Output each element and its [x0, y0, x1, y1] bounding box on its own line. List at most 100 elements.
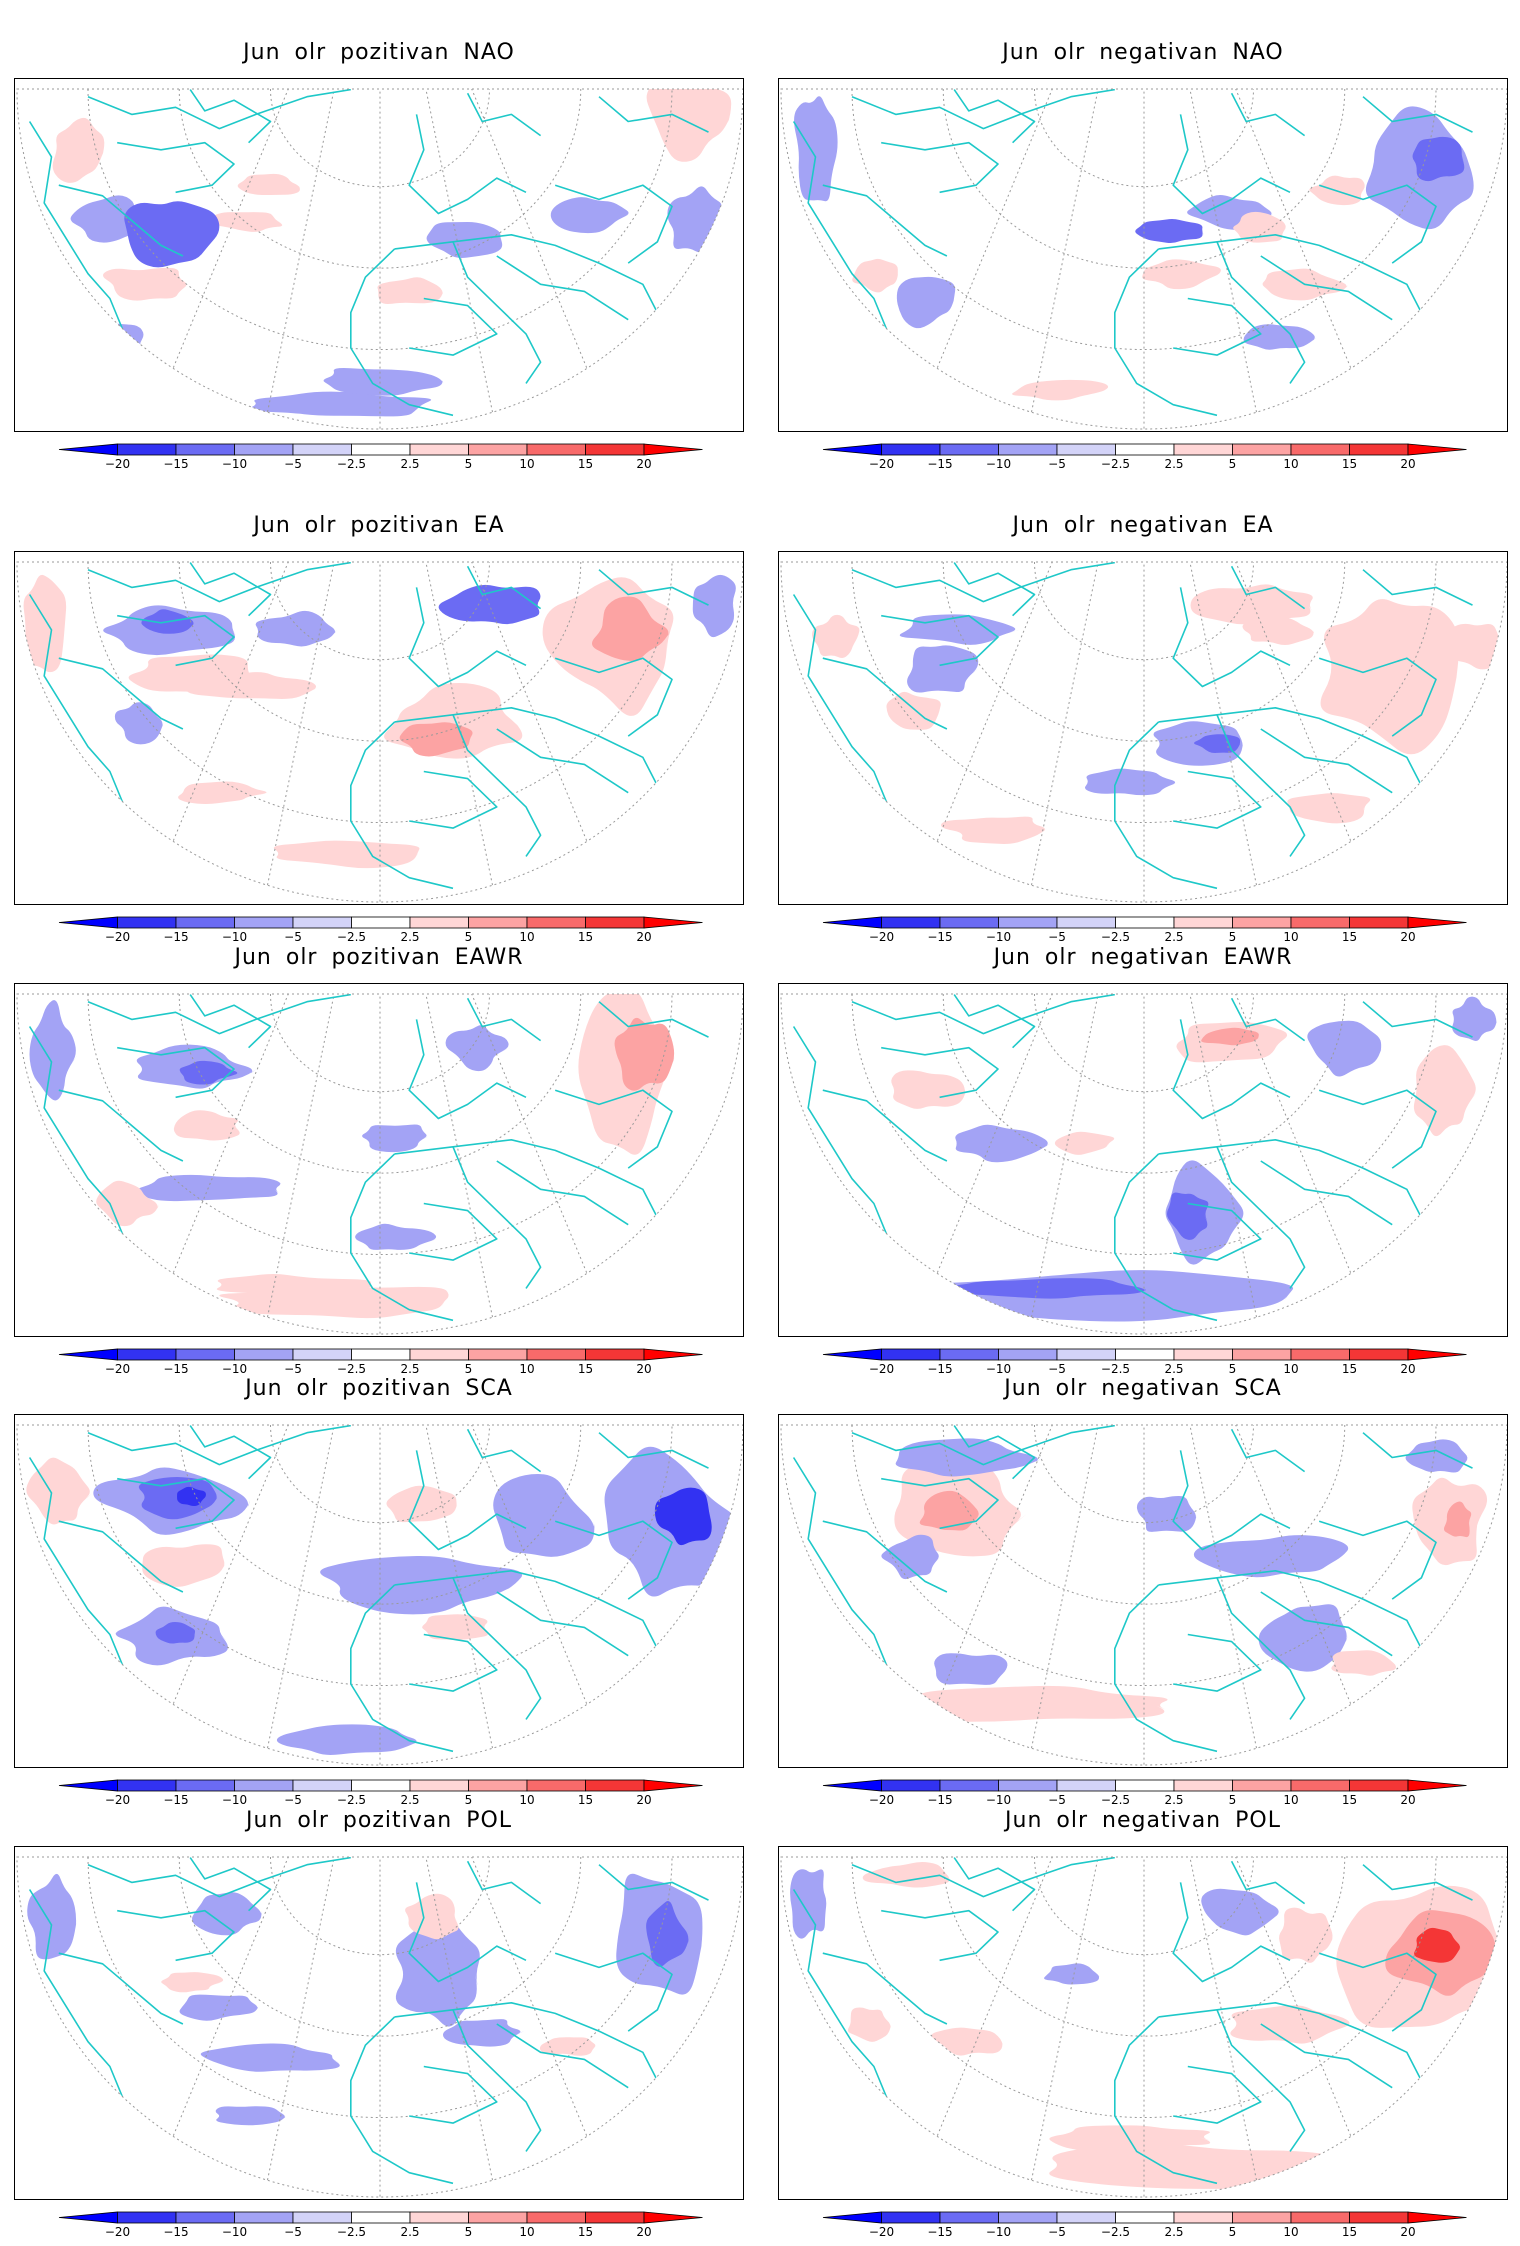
coastline	[117, 1046, 235, 1099]
colorbar-label: 15	[578, 457, 593, 471]
colorbar-swatch	[351, 916, 411, 929]
graticule-line	[379, 562, 615, 902]
colorbar-label: −20	[105, 2225, 130, 2239]
negative-anomaly	[215, 2106, 286, 2126]
colorbar-swatch	[292, 2211, 352, 2224]
positive-anomaly	[161, 1972, 225, 1993]
coastline	[1318, 1089, 1437, 1169]
colorbar-swatch	[1056, 443, 1116, 456]
panel-title: Jun olr pozitivan SCA	[245, 1376, 513, 1401]
coastline	[953, 1857, 1036, 1912]
colorbar: −20 −15 −10 −5 −2.5 2.5 5 10 15 20	[14, 2206, 744, 2246]
colorbar-label: 20	[1400, 1793, 1415, 1807]
coastline	[1216, 714, 1306, 857]
graticule-line	[262, 1425, 381, 1765]
colorbar-swatch	[526, 2211, 586, 2224]
colorbar-label: −15	[927, 1362, 952, 1376]
map-panel	[778, 551, 1508, 905]
coastline	[598, 1432, 709, 1469]
colorbar-label: 5	[1229, 1793, 1237, 1807]
colorbar-label: 20	[636, 1362, 651, 1376]
coastline	[851, 1857, 1115, 1898]
colorbar-swatch	[117, 2211, 177, 2224]
colorbar-label: −2.5	[337, 1793, 366, 1807]
negative-anomaly	[925, 1278, 1146, 1299]
graticule-line	[1026, 562, 1145, 902]
colorbar-label: 15	[1342, 1793, 1357, 1807]
positive-anomaly	[142, 1544, 225, 1587]
coastline	[1260, 1591, 1393, 1657]
colorbar-swatch	[939, 1779, 999, 1792]
positive-anomaly	[1049, 2125, 1211, 2153]
negative-anomaly	[1412, 136, 1465, 182]
coastline	[1172, 1019, 1291, 1120]
graticule-line	[909, 1857, 1145, 2197]
colorbar-swatch	[468, 2211, 528, 2224]
graticule-line	[262, 994, 381, 1334]
coastline	[953, 89, 1036, 144]
colorbar-label: 5	[465, 1362, 473, 1376]
colorbar-swatch	[939, 443, 999, 456]
positive-anomaly	[919, 1490, 981, 1531]
colorbar-swatch	[585, 1779, 645, 1792]
negative-anomaly	[29, 1000, 78, 1101]
colorbar-swatch	[292, 1348, 352, 1361]
positive-anomaly	[862, 1862, 951, 1888]
coastline	[466, 997, 542, 1042]
coastline	[1114, 1153, 1218, 1322]
domain-outline	[780, 1424, 1507, 1766]
colorbar-swatch	[234, 916, 294, 929]
graticule-line	[1026, 1857, 1145, 2197]
colorbar-swatch	[409, 1348, 469, 1361]
graticule-line	[1143, 1857, 1379, 2197]
coastline	[1114, 721, 1218, 890]
coastline	[1114, 248, 1218, 417]
colorbar-swatch	[881, 443, 941, 456]
colorbar-swatch	[409, 916, 469, 929]
colorbar-swatch	[585, 916, 645, 929]
map-panel	[778, 78, 1508, 432]
coastline	[822, 1089, 948, 1162]
colorbar-swatch	[939, 916, 999, 929]
coastline	[1318, 1952, 1437, 2032]
colorbar: −20 −15 −10 −5 −2.5 2.5 5 10 15 20	[778, 2206, 1508, 2246]
coastline	[409, 2065, 498, 2124]
colorbar-label: −10	[222, 457, 247, 471]
colorbar-label: −5	[1048, 1362, 1066, 1376]
colorbar-label: 5	[1229, 1362, 1237, 1376]
coastline	[953, 562, 1036, 617]
positive-anomaly	[1331, 1650, 1397, 1676]
colorbar: −20 −15 −10 −5 −2.5 2.5 5 10 15 20	[778, 1774, 1508, 1814]
colorbar-swatch	[881, 2211, 941, 2224]
graticule-line	[145, 89, 381, 429]
colorbar-swatch	[1115, 443, 1175, 456]
graticule-line	[909, 1425, 1145, 1765]
colorbar-label: −20	[105, 457, 130, 471]
colorbar-label: −5	[284, 1362, 302, 1376]
map-panel	[14, 983, 744, 1337]
negative-anomaly	[1243, 324, 1317, 350]
colorbar-label: −2.5	[1101, 457, 1130, 471]
coastline	[409, 770, 498, 829]
colorbar-label: −20	[869, 457, 894, 471]
coastline	[1173, 1202, 1262, 1261]
graticule-line	[1034, 1425, 1254, 1524]
domain-outline	[780, 561, 1507, 903]
colorbar-label: 20	[636, 2225, 651, 2239]
coastline	[496, 2023, 629, 2089]
coastline	[1216, 241, 1306, 384]
colorbar-label: 10	[1283, 930, 1298, 944]
positive-anomaly	[96, 1180, 159, 1227]
colorbar-label: 5	[1229, 930, 1237, 944]
coastline	[466, 565, 542, 610]
colorbar-label: −5	[1048, 2225, 1066, 2239]
coastline	[1362, 96, 1473, 133]
coastline	[409, 297, 498, 356]
coastline	[1172, 587, 1291, 688]
colorbar-swatch	[1232, 1348, 1292, 1361]
colorbar-swatch	[117, 916, 177, 929]
positive-anomaly	[1287, 793, 1371, 824]
positive-anomaly	[591, 596, 671, 661]
colorbar: −20 −15 −10 −5 −2.5 2.5 5 10 15 20	[14, 438, 744, 478]
colorbar-label: −20	[105, 930, 130, 944]
